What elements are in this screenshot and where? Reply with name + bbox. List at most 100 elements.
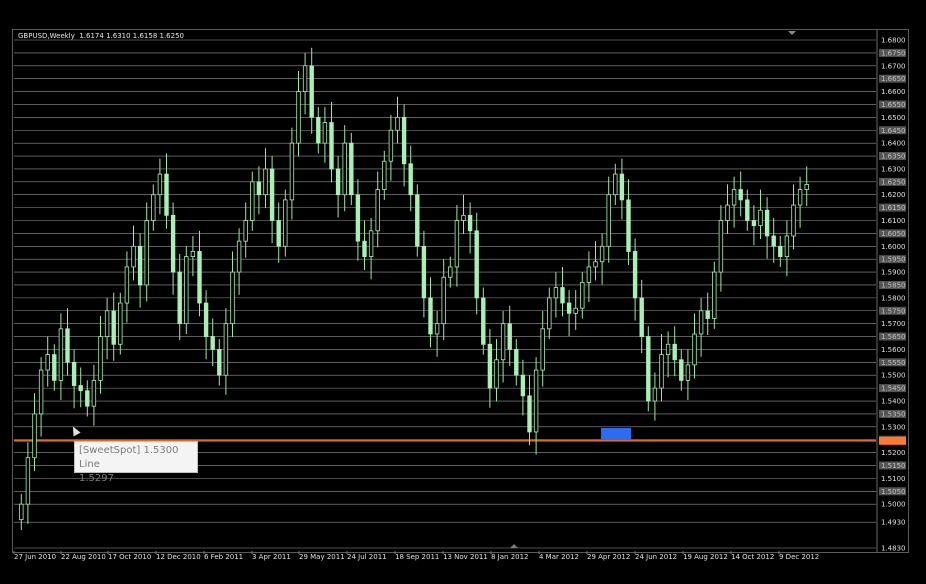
candle-body bbox=[342, 142, 347, 196]
price-label-box bbox=[879, 487, 906, 496]
candle-body bbox=[718, 220, 724, 273]
candle-body bbox=[58, 328, 64, 381]
x-tick-label: 9 Dec 2012 bbox=[779, 553, 819, 561]
candle-body bbox=[236, 240, 242, 273]
candle-body bbox=[71, 361, 77, 386]
candle-body bbox=[38, 369, 44, 415]
y-tick-label: 1.5600 bbox=[881, 346, 906, 354]
y-tick-label: 1.5350 bbox=[881, 410, 906, 418]
candle-body bbox=[481, 297, 486, 345]
candle-body bbox=[78, 385, 83, 392]
candle-body bbox=[118, 302, 123, 345]
y-tick-label: 1.6450 bbox=[881, 127, 906, 135]
candle-body bbox=[65, 328, 70, 363]
scroll-arrow-icon bbox=[510, 544, 518, 548]
candle-body bbox=[375, 189, 380, 232]
candle-body bbox=[19, 503, 24, 521]
candle-body bbox=[467, 214, 473, 232]
candle-body bbox=[764, 209, 770, 237]
candle-body bbox=[560, 287, 565, 304]
price-label-box bbox=[879, 409, 906, 418]
x-tick-label: 29 May 2011 bbox=[299, 553, 345, 561]
candle-body bbox=[98, 336, 103, 381]
candle-body bbox=[197, 251, 202, 304]
candle-body bbox=[243, 220, 248, 242]
candle-body bbox=[448, 266, 453, 278]
price-label-box bbox=[879, 332, 906, 341]
candle-body bbox=[771, 235, 776, 247]
candle-body bbox=[507, 323, 512, 350]
y-tick-label: 1.6050 bbox=[881, 230, 906, 238]
candle-body bbox=[533, 369, 539, 433]
y-tick-label: 1.5450 bbox=[881, 385, 906, 393]
y-tick-label: 1.5200 bbox=[881, 449, 906, 457]
x-tick-label: 4 Mar 2012 bbox=[539, 553, 579, 561]
y-tick-label: 1.5000 bbox=[881, 501, 906, 509]
candle-body bbox=[619, 173, 625, 201]
candle-body bbox=[316, 116, 321, 144]
x-tick-label: 14 Oct 2012 bbox=[731, 553, 774, 561]
price-label-box bbox=[879, 74, 906, 83]
candle-body bbox=[401, 116, 407, 165]
candle-body bbox=[745, 199, 750, 221]
price-label-box bbox=[879, 358, 906, 367]
y-tick-label: 1.6750 bbox=[881, 49, 906, 57]
candle-body bbox=[184, 256, 189, 325]
candle-body bbox=[408, 163, 413, 196]
candle-body bbox=[586, 266, 592, 283]
candle-body bbox=[593, 261, 598, 268]
candle-body bbox=[606, 194, 611, 247]
y-tick-label: 1.5100 bbox=[881, 475, 906, 483]
candle-body bbox=[131, 245, 136, 268]
x-tick-label: 8 Jan 2012 bbox=[491, 553, 529, 561]
candle-body bbox=[32, 413, 37, 459]
candle-body bbox=[362, 240, 367, 258]
candle-body bbox=[791, 204, 796, 237]
candle-body bbox=[309, 65, 314, 118]
candle-body bbox=[540, 328, 545, 371]
candle-body bbox=[137, 245, 143, 286]
candle-body bbox=[580, 281, 585, 309]
y-tick-label: 1.6200 bbox=[881, 191, 906, 199]
y-tick-label: 1.5150 bbox=[881, 462, 906, 470]
price-label-box bbox=[879, 229, 906, 238]
x-tick-label: 29 Apr 2012 bbox=[587, 553, 630, 561]
y-tick-label: 1.5300 bbox=[881, 423, 906, 431]
x-tick-label: 22 Aug 2010 bbox=[61, 553, 106, 561]
candle-body bbox=[514, 349, 519, 376]
candle-body bbox=[104, 310, 110, 337]
y-tick-label: 1.4830 bbox=[881, 545, 906, 553]
candle-body bbox=[599, 245, 605, 263]
candle-body bbox=[679, 359, 684, 381]
price-label-box bbox=[879, 152, 906, 161]
candle-body bbox=[454, 220, 460, 268]
price-label-box bbox=[879, 306, 906, 315]
candle-body bbox=[388, 129, 394, 162]
candle-body bbox=[712, 271, 717, 319]
price-label-box bbox=[879, 280, 906, 289]
chart-shift-marker-icon[interactable] bbox=[788, 31, 796, 35]
candle-body bbox=[652, 387, 658, 402]
candle-body bbox=[804, 184, 809, 190]
candle-body bbox=[302, 65, 308, 92]
tooltip-line-value: 1.5297 bbox=[79, 473, 114, 484]
price-label-box bbox=[879, 100, 906, 109]
candle-body bbox=[296, 91, 301, 144]
y-tick-label: 1.4930 bbox=[881, 519, 906, 527]
x-tick-label: 19 Aug 2012 bbox=[683, 553, 728, 561]
y-tick-label: 1.6600 bbox=[881, 88, 906, 96]
candle-body bbox=[170, 214, 176, 273]
price-label-box bbox=[879, 255, 906, 264]
candle-body bbox=[395, 116, 400, 131]
y-tick-label: 1.6150 bbox=[881, 204, 906, 212]
candle-body bbox=[461, 214, 466, 221]
price-label-box bbox=[879, 384, 906, 393]
y-tick-label: 1.6500 bbox=[881, 114, 906, 122]
candle-body bbox=[428, 297, 433, 335]
y-tick-label: 1.6300 bbox=[881, 165, 906, 173]
y-tick-label: 1.6400 bbox=[881, 140, 906, 148]
candle-body bbox=[355, 194, 361, 242]
candle-body bbox=[487, 343, 493, 389]
price-label-box bbox=[879, 126, 906, 135]
